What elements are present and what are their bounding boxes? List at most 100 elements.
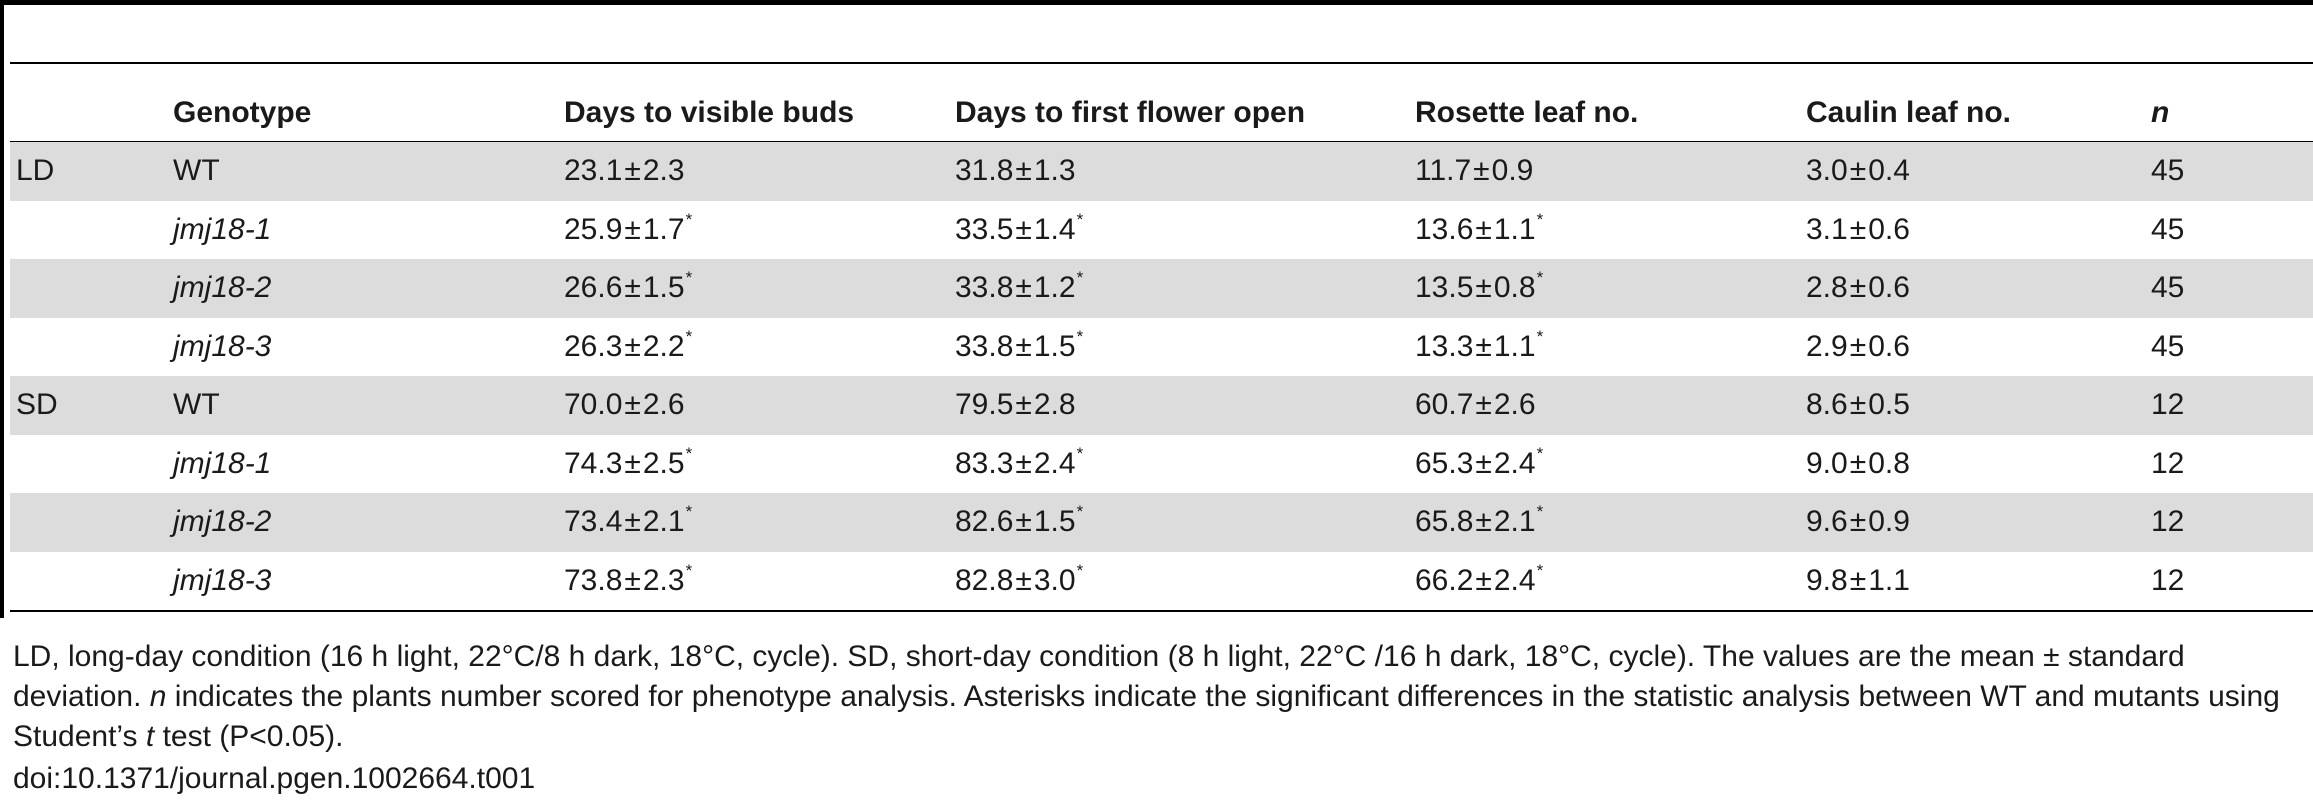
mean-value: 11.7 <box>1415 154 1472 188</box>
sd-value: 1.5 <box>1033 329 1076 363</box>
cell-n: 12 <box>2145 376 2313 435</box>
sd-value: 3.0 <box>1033 563 1076 597</box>
significance-asterisk: * <box>685 502 693 522</box>
mean-value: 13.6 <box>1415 212 1474 246</box>
plus-minus-symbol: ± <box>1475 563 1492 597</box>
table-footnote: LD, long-day condition (16 h light, 22°C… <box>13 637 2309 757</box>
cell-flower: 33.5±1.4* <box>949 201 1409 260</box>
cell-rosette: 13.5±0.8* <box>1409 259 1800 318</box>
table-header-row: Genotype Days to visible buds Days to fi… <box>10 84 2313 142</box>
plus-minus-symbol: ± <box>624 154 641 188</box>
mean-value: 73.8 <box>564 563 623 597</box>
cell-n: 12 <box>2151 563 2185 597</box>
plus-minus-symbol: ± <box>624 505 641 539</box>
cell-genotype: jmj18-1 <box>173 212 272 246</box>
cell-condition <box>10 259 167 318</box>
sd-value: 0.8 <box>1493 271 1536 305</box>
plus-minus-symbol: ± <box>624 563 641 597</box>
mean-value: 66.2 <box>1415 563 1474 597</box>
cell-buds: 23.1±2.3 <box>558 142 949 201</box>
mean-value: 31.8 <box>955 154 1014 188</box>
header-n: n <box>2151 96 2170 129</box>
cell-caulin: 9.8±1.1 <box>1800 552 2145 611</box>
cell-genotype: jmj18-3 <box>173 563 272 597</box>
plus-minus-symbol: ± <box>624 329 641 363</box>
significance-asterisk: * <box>1076 209 1084 229</box>
sd-value: 2.3 <box>642 154 685 188</box>
mean-value: 65.3 <box>1415 446 1474 480</box>
cell-flower: 33.8±1.2* <box>949 259 1409 318</box>
mean-value: 74.3 <box>564 446 623 480</box>
sd-value: 1.5 <box>1033 505 1076 539</box>
doi-line: doi:10.1371/journal.pgen.1002664.t001 <box>13 762 536 795</box>
left-rule <box>0 0 4 618</box>
plus-minus-symbol: ± <box>1015 446 1032 480</box>
table-row: jmj18-2 73.4±2.1* 82.6±1.5* 65.8±2.1* 9.6±0.… <box>10 493 2313 552</box>
cell-rosette: 13.3±1.1* <box>1409 318 1800 377</box>
cell-caulin: 8.6±0.5 <box>1800 376 2145 435</box>
cell-buds: 70.0±2.6 <box>558 376 949 435</box>
sd-value: 0.6 <box>1868 212 1910 246</box>
plus-minus-symbol: ± <box>624 271 641 305</box>
sd-value: 1.1 <box>1493 329 1536 363</box>
plus-minus-symbol: ± <box>624 212 641 246</box>
phenotype-table: Genotype Days to visible buds Days to fi… <box>10 84 2313 610</box>
significance-asterisk: * <box>1536 443 1544 463</box>
cell-condition <box>10 552 167 611</box>
cell-genotype: WT <box>167 142 558 201</box>
mean-value: 79.5 <box>955 388 1014 422</box>
plus-minus-symbol: ± <box>1849 388 1867 422</box>
cell-flower: 82.8±3.0* <box>949 552 1409 611</box>
sd-value: 1.2 <box>1033 271 1076 305</box>
significance-asterisk: * <box>1536 502 1544 522</box>
footnote-text: test (P<0.05). <box>154 720 344 753</box>
mean-value: 13.3 <box>1415 329 1474 363</box>
sd-value: 2.8 <box>1033 388 1076 422</box>
cell-condition <box>10 435 167 494</box>
cell-rosette: 65.3±2.4* <box>1409 435 1800 494</box>
mean-value: 2.8 <box>1806 271 1848 305</box>
significance-asterisk: * <box>685 209 693 229</box>
mean-value: 60.7 <box>1415 388 1474 422</box>
sd-value: 2.1 <box>1493 505 1536 539</box>
sd-value: 0.9 <box>1491 154 1534 188</box>
mean-value: 9.0 <box>1806 446 1848 480</box>
footnote-text: t <box>145 720 155 753</box>
sd-value: 2.6 <box>642 388 685 422</box>
sd-value: 0.4 <box>1868 154 1910 188</box>
cell-buds: 74.3±2.5* <box>558 435 949 494</box>
plus-minus-symbol: ± <box>1015 212 1032 246</box>
cell-condition <box>10 201 167 260</box>
cell-condition <box>10 493 167 552</box>
cell-n: 45 <box>2145 142 2313 201</box>
plus-minus-symbol: ± <box>1849 271 1867 305</box>
table-row: jmj18-1 74.3±2.5* 83.3±2.4* 65.3±2.4* 9.0±0.… <box>10 435 2313 494</box>
sd-value: 0.9 <box>1868 505 1910 539</box>
table-bottom-rule <box>10 610 2313 612</box>
plus-minus-symbol: ± <box>1015 505 1032 539</box>
plus-minus-symbol: ± <box>1015 388 1032 422</box>
sd-value: 2.1 <box>642 505 685 539</box>
mean-value: 73.4 <box>564 505 623 539</box>
footnote-text: LD, long-day condition (16 h light, 22°C… <box>13 640 2185 713</box>
table-row: jmj18-3 26.3±2.2* 33.8±1.5* 13.3±1.1* 2.9±0.… <box>10 318 2313 377</box>
plus-minus-symbol: ± <box>624 388 641 422</box>
header-days-to-visible-buds: Days to visible buds <box>564 96 855 129</box>
plus-minus-symbol: ± <box>1849 329 1867 363</box>
significance-asterisk: * <box>1076 502 1084 522</box>
plus-minus-symbol: ± <box>1473 154 1490 188</box>
table-row: jmj18-2 26.6±1.5* 33.8±1.2* 13.5±0.8* 2.8±0.… <box>10 259 2313 318</box>
plus-minus-symbol: ± <box>1475 388 1492 422</box>
cell-caulin: 2.8±0.6 <box>1800 259 2145 318</box>
cell-rosette: 65.8±2.1* <box>1409 493 1800 552</box>
mean-value: 65.8 <box>1415 505 1474 539</box>
cell-genotype: jmj18-2 <box>167 259 558 318</box>
header-top-rule <box>10 62 2313 64</box>
sd-value: 0.5 <box>1868 388 1910 422</box>
cell-condition <box>10 318 167 377</box>
sd-value: 1.7 <box>642 212 685 246</box>
cell-flower: 33.8±1.5* <box>949 318 1409 377</box>
cell-rosette: 60.7±2.6 <box>1409 376 1800 435</box>
mean-value: 8.6 <box>1806 388 1848 422</box>
mean-value: 9.8 <box>1806 563 1848 597</box>
